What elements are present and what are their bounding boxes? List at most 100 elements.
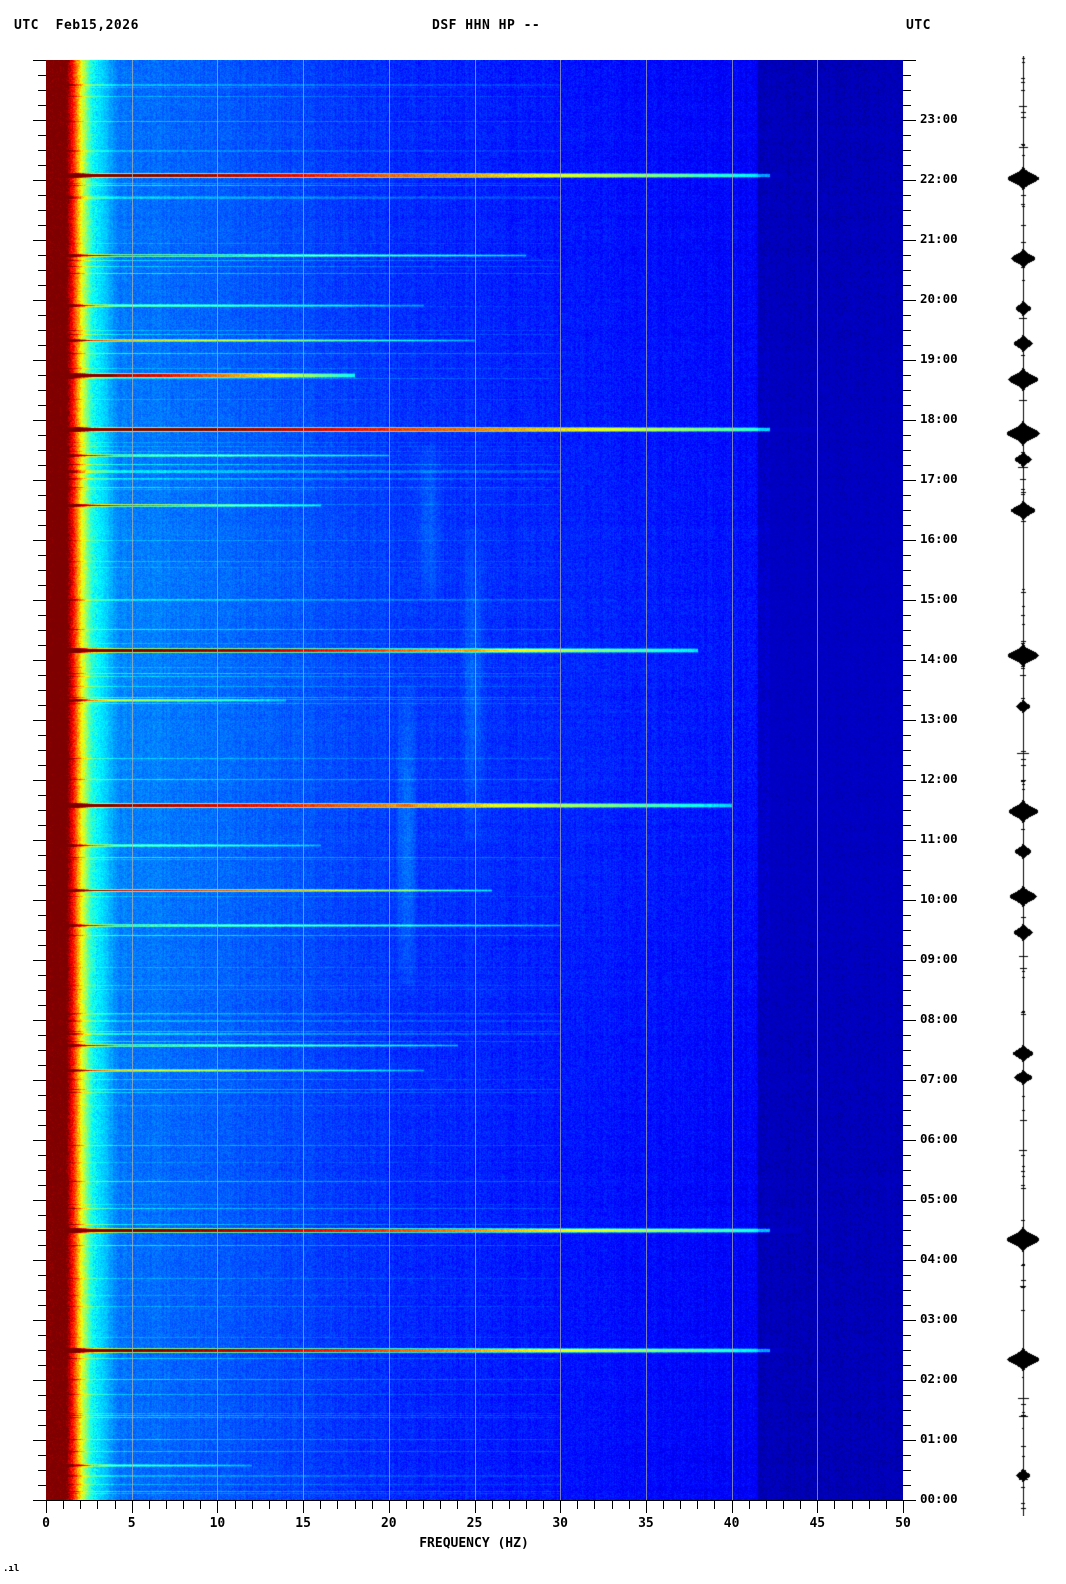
right-y-tick-23.25h: [903, 105, 911, 106]
x-tick-10: [217, 1501, 218, 1513]
x-axis-line: [46, 1500, 904, 1501]
left-y-tick-5.50h: [38, 1170, 46, 1171]
left-y-tick-20.50h: [38, 270, 46, 271]
left-y-tick-14.50h: [38, 630, 46, 631]
x-tick-16: [320, 1501, 321, 1509]
x-tick-14: [286, 1501, 287, 1509]
y-label-right-04:00: 04:00: [920, 1251, 958, 1266]
y-label-right-21:00: 21:00: [920, 231, 958, 246]
y-label-right-06:00: 06:00: [920, 1131, 958, 1146]
left-y-tick-6.00h: [33, 1140, 46, 1141]
x-tick-24: [457, 1501, 458, 1509]
left-y-tick-14.75h: [38, 615, 46, 616]
right-y-tick-5.50h: [903, 1170, 911, 1171]
right-y-tick-23.00h: [903, 120, 916, 121]
left-y-tick-11.50h: [38, 810, 46, 811]
left-y-tick-19.50h: [38, 330, 46, 331]
x-tick-5: [132, 1501, 133, 1513]
left-y-tick-5.25h: [38, 1185, 46, 1186]
x-tick-8: [183, 1501, 184, 1509]
right-y-tick-13.25h: [903, 705, 911, 706]
x-tick-32: [594, 1501, 595, 1509]
left-y-tick-4.75h: [38, 1215, 46, 1216]
left-y-tick-13.75h: [38, 675, 46, 676]
x-label-0hz: 0: [42, 1516, 50, 1531]
x-tick-17: [337, 1501, 338, 1509]
y-axis-right-time-labels: 00:00 01:00 02:00 03:00 04:00 05:00 06:00 07:00…: [920, 60, 980, 1504]
right-y-tick-14.25h: [903, 645, 911, 646]
left-y-tick-23.00h: [33, 120, 46, 121]
right-y-tick-0.50h: [903, 1470, 911, 1471]
right-y-tick-15.50h: [903, 570, 911, 571]
right-y-tick-22.50h: [903, 150, 911, 151]
x-tick-38: [697, 1501, 698, 1509]
right-y-tick-19.25h: [903, 345, 911, 346]
right-y-tick-22.75h: [903, 135, 911, 136]
header-right-timezone-label: UTC: [906, 18, 931, 33]
left-y-tick-12.00h: [33, 780, 46, 781]
left-y-tick-9.50h: [38, 930, 46, 931]
left-y-tick-15.00h: [33, 600, 46, 601]
x-label-45hz: 45: [809, 1516, 826, 1531]
right-y-tick-12.50h: [903, 750, 911, 751]
right-y-tick-20.75h: [903, 255, 911, 256]
right-y-tick-21.75h: [903, 195, 911, 196]
seismogram-trace: [980, 56, 1066, 1516]
right-y-tick-9.00h: [903, 960, 916, 961]
x-tick-23: [440, 1501, 441, 1509]
right-y-tick-17.00h: [903, 480, 916, 481]
y-label-right-02:00: 02:00: [920, 1371, 958, 1386]
right-y-tick-0.75h: [903, 1455, 911, 1456]
x-label-30hz: 30: [552, 1516, 569, 1531]
right-y-tick-8.75h: [903, 975, 911, 976]
left-y-tick-0.75h: [38, 1455, 46, 1456]
left-y-tick-11.75h: [38, 795, 46, 796]
y-label-right-22:00: 22:00: [920, 171, 958, 186]
left-y-tick-3.25h: [38, 1305, 46, 1306]
x-tick-30: [560, 1501, 561, 1513]
left-y-tick-3.00h: [33, 1320, 46, 1321]
y-axis-right-ticks: [903, 60, 943, 1501]
x-tick-27: [509, 1501, 510, 1509]
y-label-right-07:00: 07:00: [920, 1071, 958, 1086]
left-y-tick-1.00h: [33, 1440, 46, 1441]
left-y-tick-14.25h: [38, 645, 46, 646]
spectrogram-image: [46, 60, 903, 1500]
left-y-tick-2.50h: [38, 1350, 46, 1351]
x-tick-9: [200, 1501, 201, 1509]
y-label-right-05:00: 05:00: [920, 1191, 958, 1206]
right-y-tick-12.75h: [903, 735, 911, 736]
left-y-tick-0.50h: [38, 1470, 46, 1471]
right-y-tick-15.25h: [903, 585, 911, 586]
x-tick-45: [817, 1501, 818, 1513]
left-y-tick-0.25h: [38, 1485, 46, 1486]
right-y-tick-8.25h: [903, 1005, 911, 1006]
y-label-right-03:00: 03:00: [920, 1311, 958, 1326]
right-y-tick-4.25h: [903, 1245, 911, 1246]
left-y-tick-7.00h: [33, 1080, 46, 1081]
right-y-tick-9.50h: [903, 930, 911, 931]
y-label-right-00:00: 00:00: [920, 1491, 958, 1506]
left-y-tick-12.75h: [38, 735, 46, 736]
spectrogram-plot-area[interactable]: [46, 60, 903, 1500]
x-tick-11: [235, 1501, 236, 1509]
left-y-tick-1.50h: [38, 1410, 46, 1411]
left-y-tick-23.25h: [38, 105, 46, 106]
x-tick-20: [389, 1501, 390, 1513]
left-y-tick-17.50h: [38, 450, 46, 451]
right-y-tick-1.25h: [903, 1425, 911, 1426]
y-label-right-11:00: 11:00: [920, 831, 958, 846]
left-y-tick-9.75h: [38, 915, 46, 916]
right-y-tick-16.00h: [903, 540, 916, 541]
left-y-tick-17.75h: [38, 435, 46, 436]
right-y-tick-6.25h: [903, 1125, 911, 1126]
left-y-tick-20.75h: [38, 255, 46, 256]
left-y-tick-5.00h: [33, 1200, 46, 1201]
right-y-tick-1.50h: [903, 1410, 911, 1411]
x-tick-41: [749, 1501, 750, 1509]
x-tick-29: [543, 1501, 544, 1509]
x-tick-49: [886, 1501, 887, 1509]
left-y-tick-19.25h: [38, 345, 46, 346]
left-y-tick-8.50h: [38, 990, 46, 991]
y-label-right-18:00: 18:00: [920, 411, 958, 426]
